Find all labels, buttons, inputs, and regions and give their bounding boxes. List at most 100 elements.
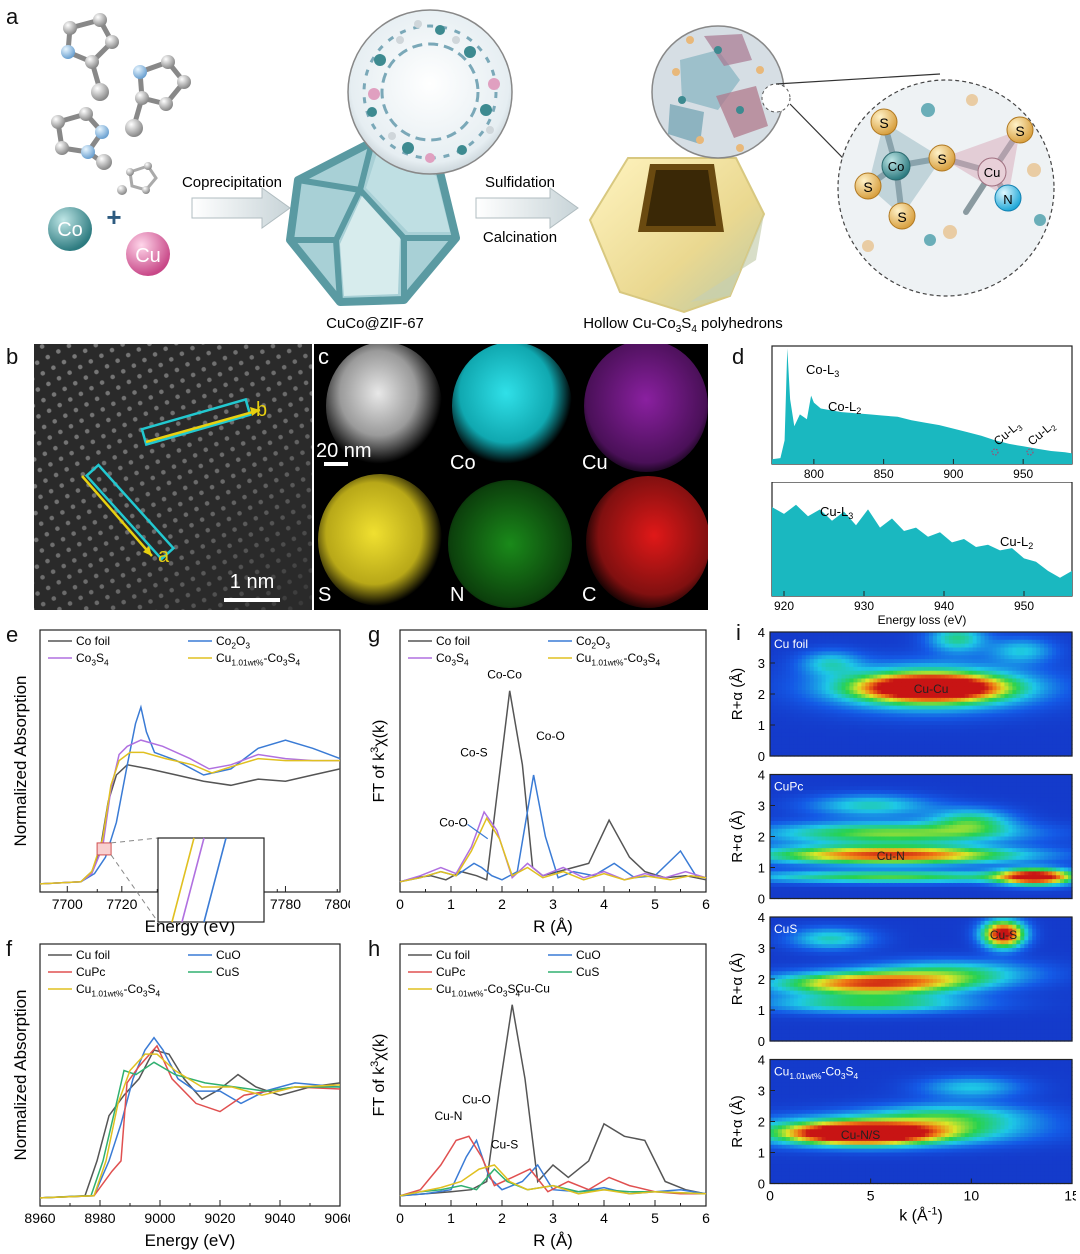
heatmap-cell (960, 717, 966, 722)
heatmap-cell (813, 886, 819, 892)
heatmap-cell (1056, 709, 1061, 714)
heatmap-cell (901, 890, 906, 896)
heatmap-cell (869, 736, 874, 742)
heatmap-cell (789, 709, 795, 714)
heatmap-cell (893, 875, 898, 880)
heatmap-cell (1008, 786, 1013, 791)
heatmap-cell (777, 728, 783, 734)
heatmap-cell (773, 797, 779, 803)
heatmap-cell (1004, 686, 1010, 691)
heatmap-cell (1036, 694, 1041, 699)
heatmap-cell (932, 697, 938, 703)
heatmap-cell (885, 832, 890, 838)
heatmap-cell (857, 844, 862, 849)
heatmap-cell (1024, 635, 1029, 641)
heatmap-cell (1036, 639, 1041, 645)
heatmap-cell (773, 828, 779, 834)
heatmap-cell (897, 717, 902, 722)
heatmap-cell (1000, 686, 1006, 691)
heatmap-cell (777, 793, 783, 799)
heatmap-cell (897, 801, 902, 807)
heatmap-cell (897, 643, 902, 649)
heatmap-cell (773, 678, 779, 683)
cu-atom-label: Cu (984, 165, 1001, 180)
heatmap-cell (984, 844, 990, 849)
heatmap-cell (801, 852, 807, 857)
heatmap-cell (984, 705, 990, 711)
heatmap-cell (972, 663, 978, 668)
heatmap-cell (873, 732, 878, 738)
heatmap-cell (1016, 632, 1021, 637)
heatmap-cell (909, 732, 914, 738)
heatmap-cell (972, 736, 978, 742)
heatmap-cell (909, 782, 914, 787)
heatmap-cell (1004, 717, 1010, 722)
heatmap-cell (829, 821, 835, 826)
heatmap-cell (913, 813, 918, 818)
heatmap-cell (924, 848, 930, 853)
heatmap-cell (1036, 863, 1041, 869)
heatmap-cell (877, 778, 882, 783)
heatmap-cell (845, 670, 851, 676)
heatmap-cell (785, 774, 791, 779)
heatmap-cell (1052, 797, 1057, 803)
heatmap-cell (909, 674, 914, 680)
heatmap-cell (960, 725, 966, 730)
heatmap-cell (893, 797, 898, 803)
heatmap-cell (897, 647, 902, 652)
heatmap-cell (797, 813, 803, 818)
heatmap-cell (948, 686, 954, 691)
heatmap-cell (865, 651, 870, 656)
heatmap-cell (857, 828, 862, 834)
heatmap-cell (1028, 836, 1033, 841)
heatmap-cell (777, 824, 783, 830)
heatmap-cell (817, 836, 823, 841)
heatmap-cell (797, 701, 803, 707)
heatmap-cell (853, 875, 859, 880)
heatmap-cell (996, 748, 1002, 753)
heatmap-cell (976, 663, 982, 668)
heatmap-cell (805, 701, 811, 707)
heatmap-cell (1048, 701, 1053, 707)
heatmap-cell (932, 863, 938, 869)
heatmap-cell (777, 705, 783, 711)
heatmap-cell (801, 797, 807, 803)
heatmap-cell (773, 875, 779, 880)
heatmap-cell (936, 832, 942, 838)
heatmap-cell (901, 709, 906, 714)
heatmap-cell (1000, 697, 1006, 703)
heatmap-cell (849, 697, 855, 703)
heatmap-cell (956, 643, 962, 649)
heatmap-cell (1008, 655, 1013, 660)
heatmap-cell (837, 647, 843, 652)
heatmap-cell (1036, 635, 1041, 641)
heatmap-cell (825, 836, 831, 841)
heatmap-cell (849, 655, 855, 660)
heatmap-cell (1060, 643, 1065, 649)
heatmap-cell (948, 824, 954, 830)
heatmap-cell (837, 813, 843, 818)
heatmap-cell (913, 809, 918, 814)
heatmap-cell (833, 725, 839, 730)
heatmap-cell (809, 663, 815, 668)
heatmap-cell (813, 682, 819, 687)
heatmap-cell (976, 655, 982, 660)
heatmap-cell (1000, 774, 1006, 779)
heatmap-cell (873, 666, 878, 672)
heatmap-cell (1032, 805, 1037, 810)
series-line-cu-foil (39, 1049, 341, 1199)
heatmap-cell (877, 786, 882, 791)
heatmap-cell (913, 848, 918, 853)
heatmap-cell (1016, 805, 1021, 810)
heatmap-cell (913, 674, 918, 680)
heatmap-cell (1020, 709, 1025, 714)
heatmap-cell (972, 855, 978, 861)
heatmap-cell (897, 690, 902, 695)
heatmap-cell (1004, 879, 1010, 884)
heatmap-cell (849, 782, 855, 787)
heatmap-cell (873, 740, 878, 745)
heatmap-cell (805, 744, 811, 749)
heatmap-cell (841, 697, 847, 703)
heatmap-cell (992, 782, 998, 787)
heatmap-cell (976, 670, 982, 676)
